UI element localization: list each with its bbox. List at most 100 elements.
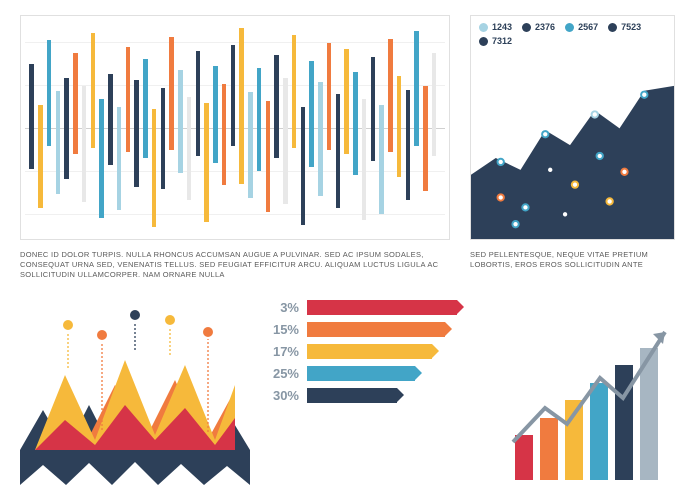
- bar-down: [327, 128, 332, 151]
- column-arrow-chart: [505, 320, 675, 485]
- legend-label: 1243: [492, 22, 512, 32]
- bar-down: [414, 128, 419, 147]
- legend-key: 2567: [565, 22, 598, 32]
- bar-up: [336, 94, 341, 127]
- hbar: [307, 366, 415, 381]
- bar-down: [73, 128, 78, 155]
- legend-dot: [522, 23, 531, 32]
- legend-dot: [608, 23, 617, 32]
- legend-key: 2376: [522, 22, 555, 32]
- bar-up: [152, 109, 157, 128]
- bar-up: [406, 90, 411, 127]
- bar-down: [29, 128, 34, 169]
- bar-down: [318, 128, 323, 196]
- bar-down: [117, 128, 122, 211]
- bar-up: [56, 91, 61, 127]
- bar-down: [274, 128, 279, 159]
- horizontal-bar-chart: 3% 15% 17% 25% 30%: [265, 300, 490, 470]
- hbar-pct: 30%: [265, 388, 299, 403]
- hbar-row: 17%: [265, 344, 490, 359]
- bar-up: [257, 68, 262, 128]
- bar-down: [152, 128, 157, 227]
- legend-label: 2376: [535, 22, 555, 32]
- bar-down: [432, 128, 437, 157]
- bar-up: [388, 39, 393, 128]
- legend-label: 7523: [621, 22, 641, 32]
- legend-key: 1243: [479, 22, 512, 32]
- bar-up: [231, 45, 236, 128]
- bar-up: [353, 72, 358, 128]
- bar-up: [82, 86, 87, 127]
- bar-up: [283, 78, 288, 128]
- bar-up: [248, 92, 253, 127]
- bar-up: [134, 80, 139, 127]
- caption-right: SED PELLENTESQUE, NEQUE VITAE PRETIUM LO…: [470, 250, 675, 270]
- bar-down: [161, 128, 166, 190]
- bar-up: [239, 28, 244, 127]
- bar-down: [388, 128, 393, 153]
- bar-down: [56, 128, 61, 194]
- bar-up: [344, 49, 349, 127]
- area-plot: [471, 71, 674, 239]
- bar-up: [362, 99, 367, 128]
- bar-up: [379, 105, 384, 128]
- bar-up: [327, 43, 332, 128]
- zigzag-chart: [20, 290, 250, 485]
- bar-down: [222, 128, 227, 186]
- legend-dot: [479, 37, 488, 46]
- bar-up: [29, 64, 34, 128]
- bar-up: [309, 61, 314, 127]
- bar-up: [178, 70, 183, 128]
- hbar: [307, 344, 432, 359]
- bar-up: [274, 55, 279, 127]
- bar-up: [423, 86, 428, 127]
- bar-up: [371, 57, 376, 127]
- bar-up: [213, 66, 218, 128]
- bar-down: [406, 128, 411, 200]
- bar-up: [432, 53, 437, 127]
- bar-up: [99, 99, 104, 128]
- bar-down: [266, 128, 271, 213]
- bar-down: [178, 128, 183, 173]
- bar-down: [353, 128, 358, 175]
- hbar-row: 25%: [265, 366, 490, 381]
- hbar-row: 30%: [265, 388, 490, 403]
- column-arrow-svg: [505, 320, 675, 485]
- bar-up: [161, 88, 166, 127]
- bar-down: [169, 128, 174, 151]
- bar-up: [222, 84, 227, 127]
- hbar-row: 3%: [265, 300, 490, 315]
- bar-down: [423, 128, 428, 192]
- area-legend: 1243 2376 2567 7523 7312: [479, 22, 666, 46]
- bar-up: [91, 33, 96, 128]
- area-svg: [471, 71, 674, 239]
- bar-down: [362, 128, 367, 221]
- bar-up: [38, 105, 43, 128]
- bar-down: [248, 128, 253, 198]
- bar-down: [108, 128, 113, 165]
- bar-up: [318, 82, 323, 127]
- stacked-area-chart: 1243 2376 2567 7523 7312: [470, 15, 675, 240]
- bar-down: [91, 128, 96, 149]
- legend-label: 2567: [578, 22, 598, 32]
- bar-up: [292, 35, 297, 128]
- bar-up: [47, 40, 52, 128]
- bar-down: [204, 128, 209, 223]
- bar-down: [336, 128, 341, 208]
- diverging-bar-plot: [25, 20, 445, 235]
- bar-down: [196, 128, 201, 157]
- legend-dot: [565, 23, 574, 32]
- bar-down: [379, 128, 384, 215]
- bar-down: [239, 128, 244, 185]
- hbar-pct: 15%: [265, 322, 299, 337]
- bar-down: [231, 128, 236, 147]
- bar-up: [169, 37, 174, 128]
- bar-down: [371, 128, 376, 161]
- bar-down: [143, 128, 148, 159]
- hbar-pct: 17%: [265, 344, 299, 359]
- hbar: [307, 300, 457, 315]
- bar-up: [204, 103, 209, 128]
- legend-key: 7312: [479, 36, 512, 46]
- diverging-bar-chart: [20, 15, 450, 240]
- bar-down: [187, 128, 192, 200]
